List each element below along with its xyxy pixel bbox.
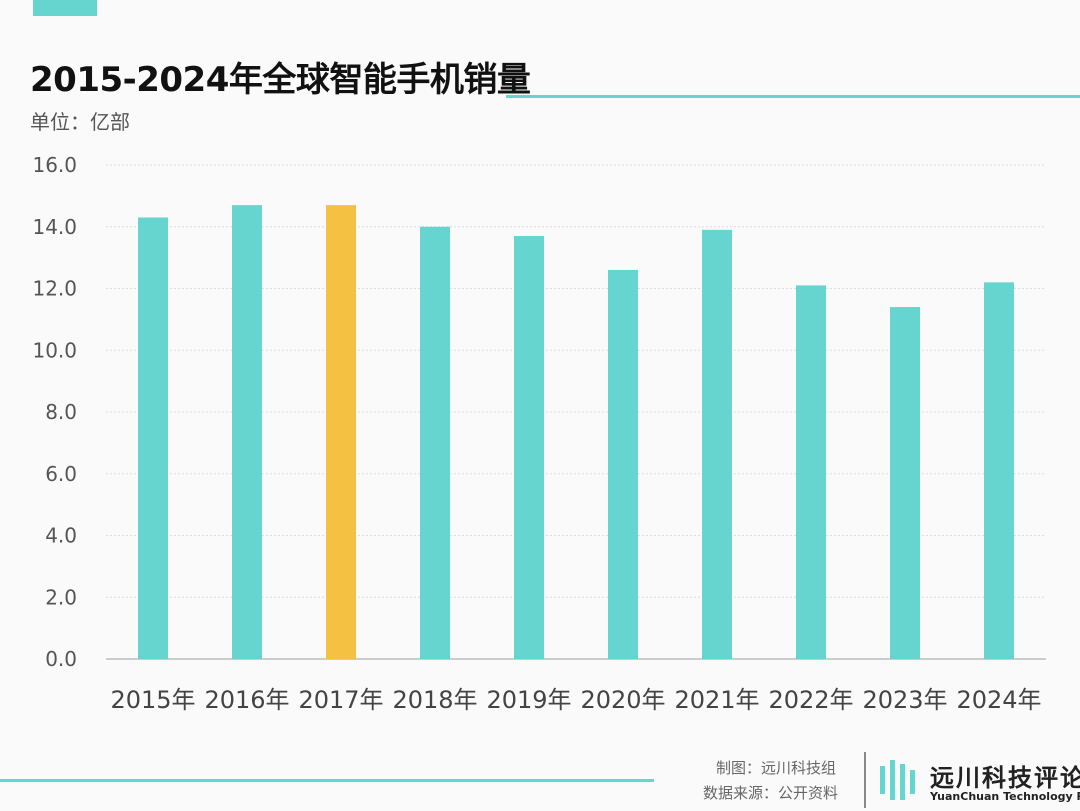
bar — [890, 307, 920, 659]
bar — [702, 229, 732, 659]
footer-divider — [864, 752, 866, 808]
maker-credit: 制图：远川科技组 — [716, 759, 837, 777]
x-tick-label: 2021年 — [674, 686, 759, 714]
bar-chart: 0.02.04.06.08.010.012.014.016.0 2015年 201… — [32, 153, 1046, 714]
bar — [326, 205, 356, 659]
y-tick-label: 14.0 — [32, 215, 77, 239]
bar — [608, 269, 638, 659]
y-tick-label: 4.0 — [45, 524, 77, 548]
title-rule — [506, 95, 1080, 98]
bar — [138, 217, 168, 660]
x-tick-label: 2019年 — [486, 686, 571, 714]
bars — [138, 205, 1014, 660]
bar — [984, 282, 1014, 659]
bar — [232, 205, 262, 659]
y-tick-label: 10.0 — [32, 338, 77, 362]
y-tick-label: 12.0 — [32, 277, 77, 301]
footer-rule — [0, 779, 654, 782]
y-tick-label: 8.0 — [45, 400, 77, 424]
x-tick-label: 2017年 — [298, 686, 383, 714]
bar — [796, 285, 826, 659]
y-tick-label: 16.0 — [32, 153, 77, 177]
source-credit: 数据来源：公开资料 — [703, 784, 839, 802]
x-tick-label: 2024年 — [956, 686, 1041, 714]
x-tick-label: 2022年 — [768, 686, 853, 714]
x-axis-ticks: 2015年 2016年 2017年 2018年 2019年 2020年 2021年 2022年… — [110, 686, 1041, 714]
x-tick-label: 2020年 — [580, 686, 665, 714]
grid-lines — [106, 164, 1046, 660]
x-tick-label: 2016年 — [204, 686, 289, 714]
chart-title: 2015-2024年全球智能手机销量 — [30, 60, 531, 100]
top-accent-bar — [33, 0, 97, 16]
y-tick-label: 6.0 — [45, 462, 77, 486]
brand-name-cn: 远川科技评论 — [930, 764, 1080, 792]
unit-label: 单位：亿部 — [30, 110, 130, 134]
brand-name-en: YuanChuan Technology Review — [930, 790, 1080, 803]
bar — [420, 226, 450, 659]
bar — [514, 236, 544, 659]
x-tick-label: 2023年 — [862, 686, 947, 714]
x-tick-label: 2015年 — [110, 686, 195, 714]
y-tick-label: 2.0 — [45, 585, 77, 609]
x-tick-label: 2018年 — [392, 686, 477, 714]
y-axis-ticks: 0.0 2.0 4.0 6.0 8.0 10.0 12.0 14.0 16.0 — [32, 153, 77, 671]
brand-logo-icon — [880, 760, 915, 800]
y-tick-label: 0.0 — [45, 647, 77, 671]
